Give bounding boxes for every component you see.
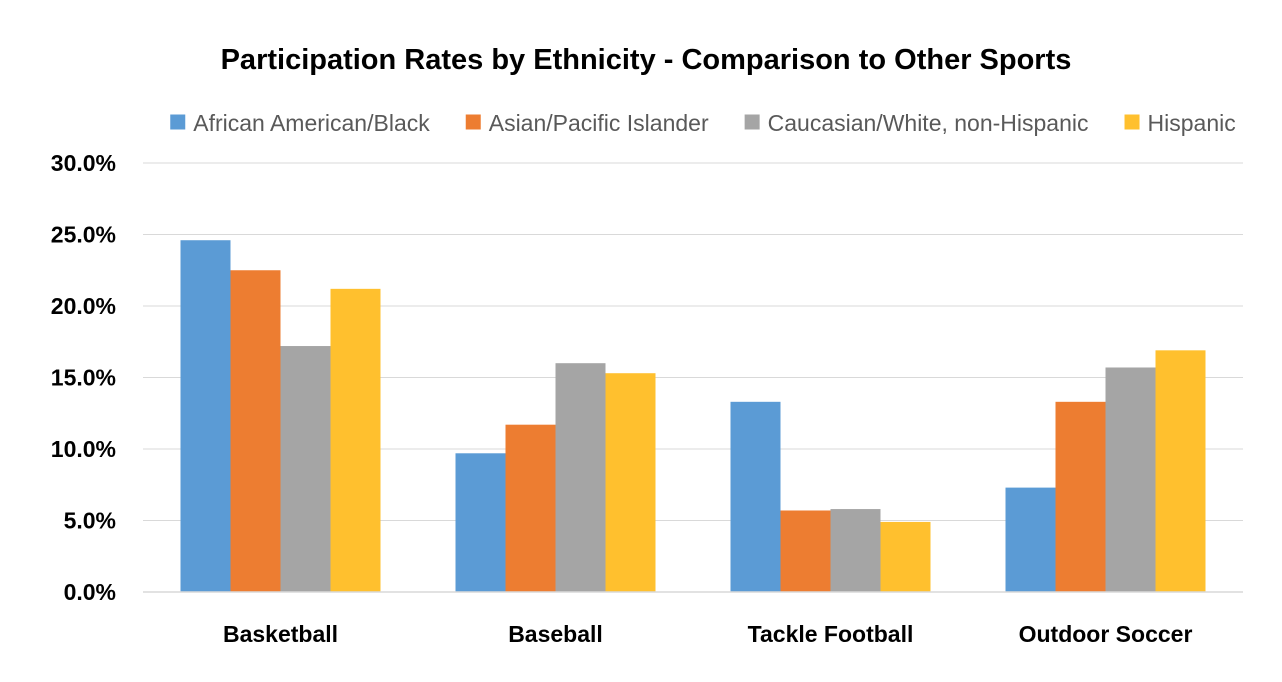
y-tick-label: 20.0%	[51, 293, 116, 319]
legend-label: Caucasian/White, non-Hispanic	[768, 110, 1089, 136]
bars	[180, 240, 1206, 592]
bar-basketball-series-0	[180, 240, 231, 592]
bar-basketball-series-2	[280, 346, 331, 592]
bar-baseball-series-3	[605, 373, 656, 592]
y-tick-label: 15.0%	[51, 365, 116, 391]
x-category-label: Baseball	[508, 621, 603, 647]
legend-item: African American/Black	[170, 110, 430, 136]
bar-basketball-series-1	[230, 270, 281, 592]
y-tick-label: 30.0%	[51, 150, 116, 176]
legend: African American/Black Asian/Pacific Isla…	[170, 110, 1236, 136]
x-category-label: Outdoor Soccer	[1019, 621, 1193, 647]
legend-item: Hispanic	[1124, 110, 1236, 136]
bar-tackle-football-series-2	[830, 509, 881, 592]
legend-label: Hispanic	[1148, 110, 1236, 136]
legend-swatch	[744, 114, 760, 130]
legend-swatch	[1124, 114, 1140, 130]
bar-tackle-football-series-1	[780, 510, 831, 592]
x-axis: Basketball Baseball Tackle Football Outdoor…	[143, 591, 1243, 647]
bar-baseball-series-0	[455, 453, 506, 592]
y-tick-label: 25.0%	[51, 222, 116, 248]
bar-basketball-series-3	[330, 288, 381, 592]
x-category-label: Basketball	[223, 621, 338, 647]
legend-item: Asian/Pacific Islander	[465, 110, 709, 136]
bar-tackle-football-series-3	[880, 521, 931, 592]
bar-outdoor-soccer-series-2	[1105, 367, 1156, 592]
bar-baseball-series-2	[555, 363, 606, 592]
bar-baseball-series-1	[505, 424, 556, 592]
y-tick-label: 0.0%	[64, 579, 116, 605]
legend-label: African American/Black	[193, 110, 430, 136]
bar-tackle-football-series-0	[730, 401, 781, 592]
y-axis: 0.0% 5.0% 10.0% 15.0% 20.0% 25.0% 30.0%	[51, 150, 116, 605]
legend-item: Caucasian/White, non-Hispanic	[744, 110, 1089, 136]
legend-swatch	[465, 114, 481, 130]
bar-outdoor-soccer-series-3	[1155, 350, 1206, 592]
legend-label: Asian/Pacific Islander	[489, 110, 709, 136]
bar-outdoor-soccer-series-0	[1005, 487, 1056, 592]
x-category-label: Tackle Football	[748, 621, 914, 647]
bar-outdoor-soccer-series-1	[1055, 401, 1106, 592]
y-tick-label: 10.0%	[51, 436, 116, 462]
chart-title: Participation Rates by Ethnicity - Compa…	[221, 44, 1072, 76]
legend-swatch	[170, 114, 186, 130]
y-tick-label: 5.0%	[64, 508, 116, 534]
